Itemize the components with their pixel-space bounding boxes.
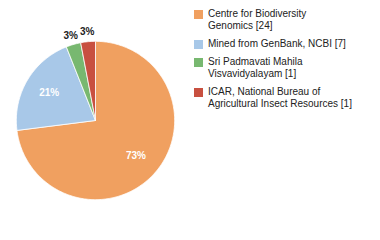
svg-text:73%: 73% [126, 150, 146, 161]
svg-text:21%: 21% [39, 87, 59, 98]
html-text:Centre for Biodiversity Genomi: Centre for Biodiversity Genomics [24] [208, 8, 307, 31]
svg-text:3%: 3% [80, 26, 95, 37]
html-text:Sri Padmavati Mahila Visvavidy: Sri Padmavati Mahila Visvavidyalayam [1] [208, 56, 303, 79]
svg-text:3%: 3% [64, 30, 79, 41]
html-text:Mined from GenBank, NCBI [7]: Mined from GenBank, NCBI [7] [208, 38, 346, 49]
html-text:ICAR, National Bureau of Agric: ICAR, National Bureau of Agricultural In… [208, 86, 352, 109]
